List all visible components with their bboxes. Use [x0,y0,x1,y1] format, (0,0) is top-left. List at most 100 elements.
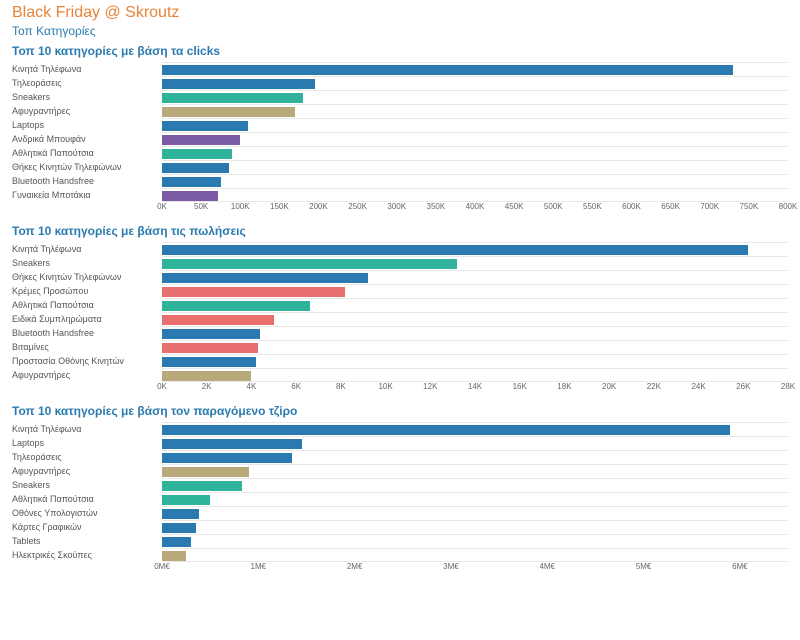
axis-area: 0M€1M€2M€3M€4M€5M€6M€ [162,562,788,576]
bar [162,135,240,145]
chart-row: Κινητά Τηλέφωνα [12,242,788,256]
row-bar-area [162,326,788,340]
axis-tick: 150K [270,202,289,211]
row-bar-area [162,118,788,132]
axis-tick: 800K [779,202,798,211]
chart-row: Οθόνες Υπολογιστών [12,506,788,520]
bar [162,107,295,117]
axis-tick: 6K [291,382,301,391]
axis-area: 0K50K100K150K200K250K300K350K400K450K500… [162,202,788,216]
chart-row: Laptops [12,118,788,132]
axis-tick: 0K [157,382,167,391]
axis-row: 0K50K100K150K200K250K300K350K400K450K500… [12,202,788,216]
row-label: Τηλεοράσεις [12,78,162,88]
row-label: Γυναικεία Μποτάκια [12,190,162,200]
axis-row: 0K2K4K6K8K10K12K14K16K18K20K22K24K26K28K [12,382,788,396]
axis-tick: 300K [387,202,406,211]
chart-row: Sneakers [12,90,788,104]
row-label: Ειδικά Συμπληρώματα [12,314,162,324]
axis-tick: 4M€ [539,562,555,571]
row-label: Αθλητικά Παπούτσια [12,148,162,158]
axis-tick: 0M€ [154,562,170,571]
axis-tick: 450K [505,202,524,211]
bar [162,425,730,435]
row-bar-area [162,368,788,382]
row-label: Κινητά Τηλέφωνα [12,64,162,74]
bar [162,273,368,283]
chart-row: Βιταμίνες [12,340,788,354]
axis-tick: 18K [557,382,571,391]
row-bar-area [162,188,788,202]
page-subtitle: Τοπ Κατηγορίες [12,24,788,38]
row-bar-area [162,548,788,562]
chart-row: Ειδικά Συμπληρώματα [12,312,788,326]
axis-tick: 0K [157,202,167,211]
bar [162,301,310,311]
axis-tick: 5M€ [636,562,652,571]
axis-tick: 2M€ [347,562,363,571]
row-bar-area [162,90,788,104]
axis-tick: 200K [309,202,328,211]
axis-tick: 250K [348,202,367,211]
row-bar-area [162,464,788,478]
row-bar-area [162,284,788,298]
row-bar-area [162,270,788,284]
row-label: Οθόνες Υπολογιστών [12,508,162,518]
row-bar-area [162,312,788,326]
page-root: Black Friday @ Skroutz Τοπ Κατηγορίες Το… [0,0,800,592]
bar [162,495,210,505]
chart-row: Ανδρικά Μπουφάν [12,132,788,146]
axis-tick: 400K [466,202,485,211]
bar [162,245,748,255]
axis-area: 0K2K4K6K8K10K12K14K16K18K20K22K24K26K28K [162,382,788,396]
bar [162,453,292,463]
axis-tick: 6M€ [732,562,748,571]
axis-tick: 20K [602,382,616,391]
axis-tick: 650K [661,202,680,211]
bar [162,121,248,131]
chart-row: Τηλεοράσεις [12,76,788,90]
axis-tick: 750K [740,202,759,211]
chart-row: Κάρτες Γραφικών [12,520,788,534]
chart-row: Bluetooth Handsfree [12,174,788,188]
row-label: Αφυγραντήρες [12,370,162,380]
row-label: Sneakers [12,92,162,102]
bar [162,329,260,339]
chart-area: Κινητά ΤηλέφωναSneakersΘήκες Κινητών Τηλ… [12,242,788,396]
chart-row: Αφυγραντήρες [12,104,788,118]
chart-title: Τοπ 10 κατηγορίες με βάση τις πωλήσεις [12,224,788,238]
bar [162,177,221,187]
axis-tick: 600K [622,202,641,211]
row-label: Βιταμίνες [12,342,162,352]
axis-tick: 4K [247,382,257,391]
chart-row: Αθλητικά Παπούτσια [12,146,788,160]
chart-row: Sneakers [12,478,788,492]
row-bar-area [162,422,788,436]
bar [162,481,242,491]
bar [162,163,229,173]
bar [162,439,302,449]
chart-title: Τοπ 10 κατηγορίες με βάση τον παραγόμενο… [12,404,788,418]
row-label: Laptops [12,120,162,130]
chart-row: Τηλεοράσεις [12,450,788,464]
row-label: Κινητά Τηλέφωνα [12,424,162,434]
row-label: Κρέμες Προσώπου [12,286,162,296]
row-label: Αφυγραντήρες [12,466,162,476]
chart-row: Sneakers [12,256,788,270]
chart-block: Τοπ 10 κατηγορίες με βάση τις πωλήσεις Κι… [12,224,788,396]
row-bar-area [162,104,788,118]
row-bar-area [162,450,788,464]
page-title: Black Friday @ Skroutz [12,4,788,22]
row-bar-area [162,340,788,354]
chart-row: Tablets [12,534,788,548]
bar [162,287,345,297]
row-label: Κάρτες Γραφικών [12,522,162,532]
row-label: Bluetooth Handsfree [12,176,162,186]
axis-spacer [12,202,162,216]
row-label: Ανδρικά Μπουφάν [12,134,162,144]
row-label: Ηλεκτρικές Σκούπες [12,550,162,560]
bar [162,509,199,519]
chart-row: Θήκες Κινητών Τηλεφώνων [12,160,788,174]
row-bar-area [162,62,788,76]
axis-tick: 10K [378,382,392,391]
